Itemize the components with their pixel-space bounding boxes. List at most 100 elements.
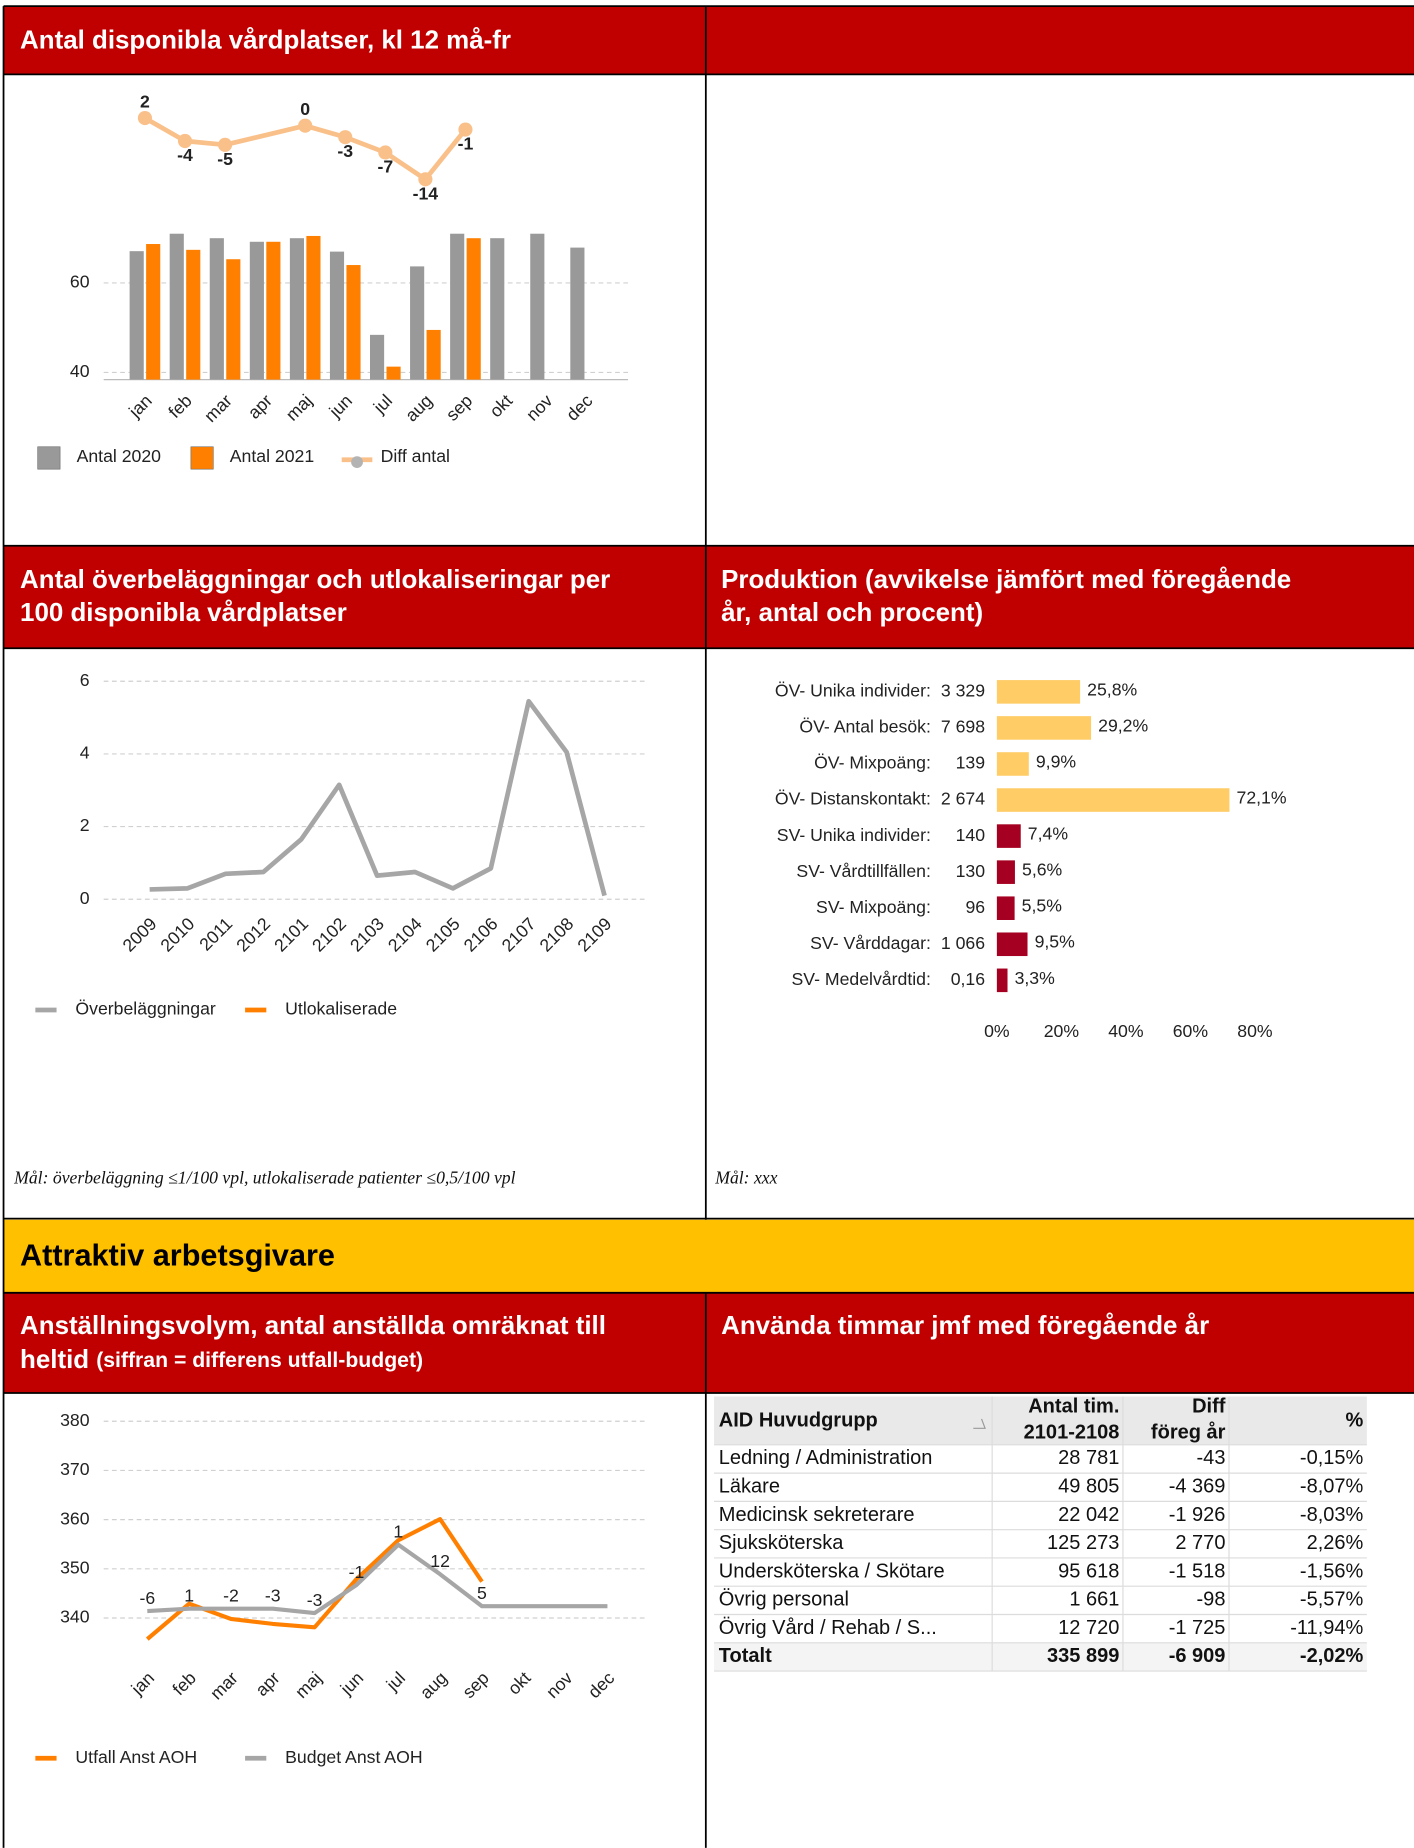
- panel-title: heltid (siffran = differens utfall-budget…: [20, 1346, 423, 1374]
- category-label: ÖV- Unika individer:: [775, 681, 931, 701]
- table-cell: 12 720: [1058, 1617, 1119, 1639]
- category-label: ÖV- Antal besök:: [799, 717, 931, 737]
- table-cell: Medicinsk sekreterare: [719, 1504, 915, 1526]
- table-cell: -1 926: [1169, 1504, 1226, 1526]
- category-label: SV- Mixpoäng:: [816, 897, 931, 917]
- bar: [369, 334, 385, 380]
- note: Mål: överbeläggning ≤1/100 vpl, utlokali…: [13, 1168, 516, 1188]
- category-label: SV- Vårdtillfällen:: [796, 861, 930, 881]
- table-total: Totalt: [719, 1645, 772, 1667]
- count-label: 96: [965, 897, 985, 917]
- table-cell: -98: [1197, 1589, 1226, 1611]
- bar: [996, 680, 1081, 704]
- count-label: 130: [956, 861, 986, 881]
- table-header: %: [1346, 1410, 1364, 1432]
- bar: [306, 235, 321, 380]
- bar: [996, 968, 1008, 993]
- bar: [226, 259, 241, 380]
- bar: [996, 860, 1015, 884]
- legend-swatch: [37, 446, 61, 470]
- header-bar: [3, 1292, 1414, 1393]
- data-label: 7,4%: [1028, 824, 1069, 844]
- y-tick-label: 360: [60, 1508, 90, 1528]
- table-header: Diff: [1192, 1395, 1226, 1417]
- legend-label: Överbeläggningar: [75, 999, 215, 1019]
- diff-marker: [338, 130, 353, 145]
- diff-marker: [458, 122, 473, 137]
- table-cell: 2,26%: [1307, 1532, 1364, 1554]
- table-cell: Läkare: [719, 1476, 780, 1498]
- count-label: 3 329: [941, 681, 985, 701]
- legend-label: Utlokaliserade: [285, 999, 397, 1019]
- bar: [996, 824, 1021, 848]
- table-cell: -43: [1197, 1447, 1226, 1469]
- panel-title: Anställningsvolym, antal anställda omräk…: [20, 1312, 606, 1340]
- bar: [186, 249, 201, 380]
- bar: [346, 265, 361, 380]
- table-cell: 125 273: [1047, 1532, 1119, 1554]
- category-label: SV- Medelvårdtid:: [792, 969, 931, 989]
- table-cell: 95 618: [1058, 1560, 1119, 1582]
- data-label: -7: [377, 156, 393, 176]
- table-cell: -8,07%: [1300, 1476, 1364, 1498]
- data-label: 1: [184, 1586, 194, 1606]
- borders: [2, 5, 1414, 1848]
- table-cell: -1 518: [1169, 1560, 1226, 1582]
- bar: [530, 233, 545, 380]
- bar: [289, 238, 305, 380]
- section-title: Attraktiv arbetsgivare: [20, 1239, 335, 1273]
- data-label: 9,5%: [1035, 932, 1076, 952]
- y-tick-label: 350: [60, 1557, 90, 1577]
- data-label: -4: [177, 145, 193, 165]
- data-label: 29,2%: [1098, 715, 1148, 735]
- bar: [996, 932, 1028, 957]
- data-label: -2: [223, 1586, 239, 1606]
- panel-subtitle: (siffran = differens utfall-budget): [96, 1349, 423, 1372]
- table-cell: 49 805: [1058, 1476, 1119, 1498]
- bar: [996, 788, 1230, 812]
- x-tick-label: 0%: [984, 1021, 1010, 1041]
- panel-title-line: heltid: [20, 1346, 89, 1374]
- table-cell: -8,03%: [1300, 1504, 1364, 1526]
- category-label: SV- Vårddagar:: [810, 933, 931, 953]
- data-label: 5,6%: [1022, 860, 1063, 880]
- x-tick-label: 40%: [1108, 1021, 1144, 1041]
- table-cell: 22 042: [1058, 1504, 1119, 1526]
- diff-marker: [418, 172, 433, 187]
- diff-marker: [177, 133, 193, 149]
- legend-label: Utfall Anst AOH: [75, 1747, 197, 1767]
- legend-label: Antal 2020: [77, 446, 162, 466]
- bar: [386, 366, 401, 380]
- series-line: [149, 698, 607, 897]
- note: Mål: xxx: [714, 1168, 777, 1188]
- panel-title: Använda timmar jmf med föregående år: [721, 1312, 1209, 1340]
- data-label: -3: [337, 141, 353, 161]
- count-label: 2 674: [941, 789, 985, 809]
- bar: [426, 329, 441, 380]
- data-label: 0: [300, 99, 310, 119]
- count-label: 0,16: [951, 969, 986, 989]
- table-cell: 1 661: [1069, 1589, 1119, 1611]
- count-label: 139: [956, 753, 985, 773]
- table-cell: -1,56%: [1300, 1560, 1364, 1582]
- bar: [209, 238, 224, 380]
- count-label: 1 066: [941, 933, 985, 953]
- y-tick-label: 60: [70, 272, 90, 292]
- header-bar: [3, 545, 1414, 649]
- table-cell: -0,15%: [1300, 1447, 1364, 1469]
- table-total: -2,02%: [1300, 1645, 1364, 1667]
- count-label: 140: [956, 825, 986, 845]
- table-cell: -1 725: [1169, 1617, 1226, 1639]
- table-cell: Sjuksköterska: [719, 1532, 844, 1554]
- bar: [249, 241, 264, 380]
- table-cell: Övrig Vård / Rehab / S...: [719, 1617, 937, 1639]
- table-header-bg: [714, 1396, 1367, 1445]
- legend-label: Antal 2021: [230, 446, 314, 466]
- data-label: 2: [140, 91, 150, 111]
- sort-icon: [973, 1418, 986, 1429]
- bar: [996, 896, 1015, 920]
- category-label: SV- Unika individer:: [777, 825, 931, 845]
- x-tick-label: 80%: [1237, 1021, 1273, 1041]
- table-header: 2101-2108: [1024, 1421, 1120, 1443]
- bar: [266, 241, 281, 380]
